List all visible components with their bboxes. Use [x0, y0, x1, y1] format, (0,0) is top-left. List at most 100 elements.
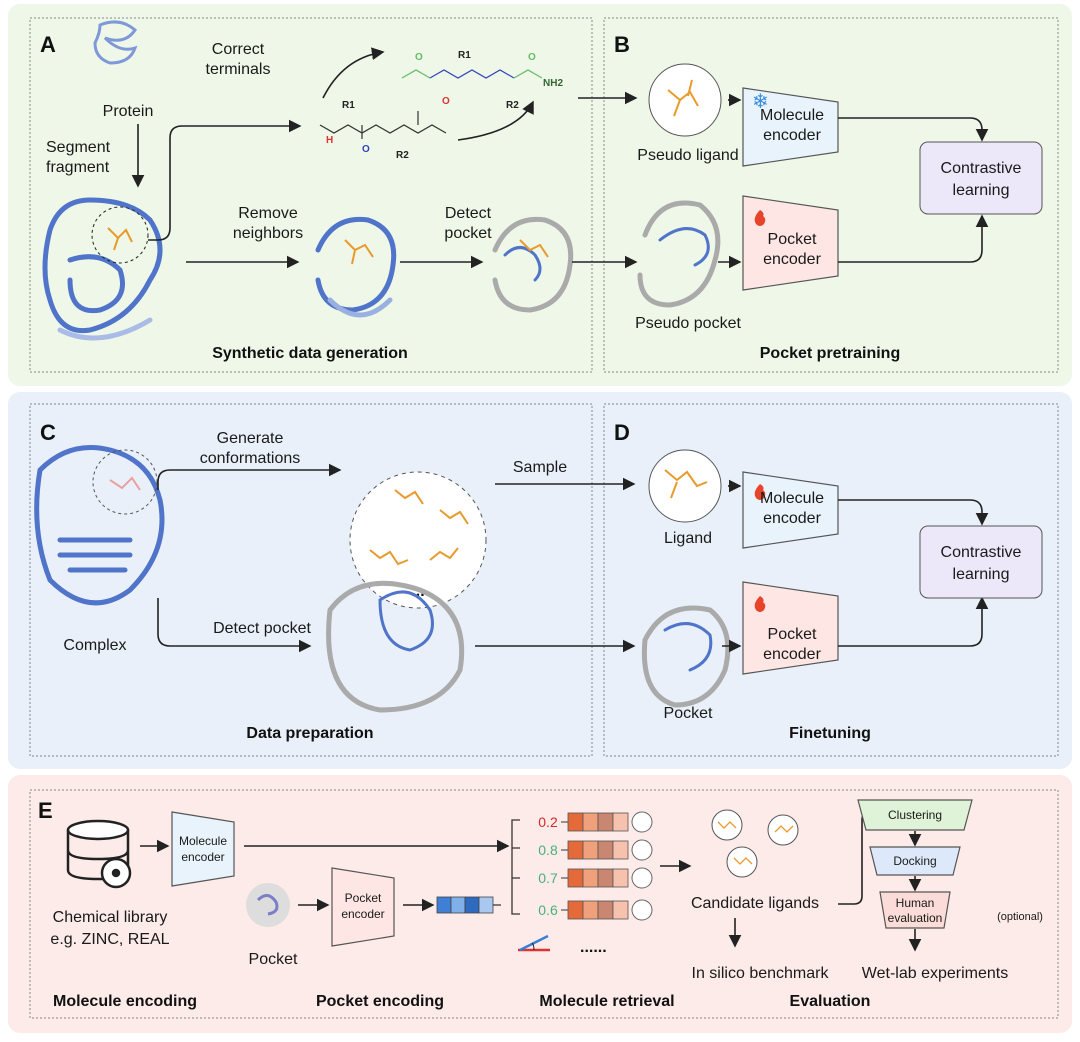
arrow	[838, 117, 989, 142]
svg-text:encoder: encoder	[763, 251, 821, 268]
correct-label-1: Correct	[212, 41, 265, 58]
panel-d-box	[603, 403, 1059, 757]
pseudo-ligand-image	[648, 63, 722, 137]
embedding-cell	[582, 812, 599, 832]
embedding-cell	[612, 840, 629, 860]
molecule-encoder-e: Molecule encoder	[171, 811, 235, 887]
in-silico-benchmark-label: In silico benchmark	[692, 965, 830, 982]
ligand-label: Ligand	[664, 530, 712, 547]
contrastive-learning-d: Contrastive learning	[919, 525, 1043, 599]
arrow	[838, 499, 989, 526]
svg-text:O: O	[528, 52, 536, 63]
candidate-ligands-label: Candidate ligands	[691, 895, 819, 912]
pocket-image-e	[246, 883, 290, 927]
svg-text:O: O	[442, 96, 450, 107]
arrow-to-terminals	[148, 119, 302, 241]
peptide-structure-original: R1 R2 H O O	[319, 96, 450, 161]
score-row: 0.8	[538, 839, 653, 861]
similarity-score: 0.8	[538, 842, 558, 858]
wet-lab-label: Wet-lab experiments	[862, 965, 1008, 982]
svg-text:encoder: encoder	[763, 127, 821, 144]
molecule-encoder-d: Molecule encoder	[742, 471, 839, 549]
molecule-thumbnail	[631, 867, 653, 889]
segment-label-2: fragment	[46, 159, 110, 176]
score-list: 0.2 0.8 0.7 0.6	[538, 811, 653, 921]
svg-text:NH2: NH2	[543, 78, 563, 89]
flame-icon	[754, 484, 766, 500]
svg-text:O: O	[415, 52, 423, 63]
score-row: 0.6	[538, 899, 653, 921]
panel-cd-bg	[8, 392, 1072, 769]
panel-b-title: Pocket pretraining	[760, 345, 900, 362]
score-row: 0.7	[538, 867, 653, 889]
panel-a-box	[29, 17, 593, 373]
docking-stage: Docking	[893, 854, 936, 868]
library-label-1: Chemical library	[53, 909, 168, 926]
detected-pocket-image	[326, 580, 465, 713]
protein-detected-pocket-image	[492, 216, 574, 313]
pocket-embedding-vector	[436, 896, 494, 914]
similarity-score: 0.7	[538, 870, 558, 886]
ligand-image	[648, 449, 722, 523]
generate-label-1: Generate	[217, 430, 284, 447]
detect-pocket-label: Detect pocket	[213, 620, 311, 637]
arrow	[838, 214, 989, 263]
svg-text:Molecule: Molecule	[179, 834, 227, 848]
peptide-structure-corrected: O R1 R2 O NH2	[401, 50, 563, 111]
embedding-cell	[582, 868, 599, 888]
protein-removed-neighbors-image	[315, 216, 397, 318]
flame-icon	[754, 210, 766, 226]
svg-text:Pocket: Pocket	[768, 231, 817, 248]
molecule-thumbnail	[631, 899, 653, 921]
embedding-cell	[582, 840, 599, 860]
evaluation-funnel: Clustering Docking Human evaluation (opt…	[857, 799, 1043, 952]
svg-text:R2: R2	[396, 150, 409, 161]
molecule-encoder-b: ❄ Molecule encoder	[742, 87, 839, 167]
detect-label-1: Detect	[445, 205, 492, 222]
segment-label-1: Segment	[46, 139, 111, 156]
embedding-cell	[567, 900, 584, 920]
panel-e-box	[29, 789, 1059, 1019]
svg-text:Pocket: Pocket	[345, 891, 382, 905]
pseudo-pocket-image	[637, 200, 721, 308]
arrow	[838, 596, 989, 647]
angle-similarity-icon	[518, 934, 550, 952]
arrow	[157, 463, 342, 490]
svg-text:Contrastive: Contrastive	[941, 160, 1022, 177]
panel-c-box	[29, 403, 593, 757]
panel-label-a: A	[40, 32, 56, 57]
embedding-cell	[597, 812, 614, 832]
score-row: 0.2	[538, 811, 653, 833]
protein-image	[93, 20, 138, 65]
svg-text:H: H	[326, 135, 333, 146]
panel-label-b: B	[614, 32, 630, 57]
embedding-cell	[597, 900, 614, 920]
molecule-thumbnail	[631, 839, 653, 861]
section-evaluation: Evaluation	[790, 993, 871, 1010]
retrieval-bracket	[493, 819, 520, 915]
section-pocket-encoding: Pocket encoding	[316, 993, 444, 1010]
generate-label-2: conformations	[200, 450, 301, 467]
svg-text:Contrastive: Contrastive	[941, 544, 1022, 561]
remove-label-2: neighbors	[233, 225, 303, 242]
sample-label: Sample	[513, 459, 567, 476]
panel-label-e: E	[38, 798, 53, 823]
svg-text:Molecule: Molecule	[760, 490, 824, 507]
snowflake-icon: ❄	[752, 91, 769, 113]
curved-arrow	[322, 47, 385, 99]
embedding-cell	[567, 868, 584, 888]
svg-text:evaluation: evaluation	[888, 911, 943, 925]
svg-text:encoder: encoder	[341, 907, 384, 921]
similarity-score: 0.6	[538, 902, 558, 918]
panel-label-d: D	[614, 420, 630, 445]
panel-a-title: Synthetic data generation	[212, 345, 408, 362]
library-label-2: e.g. ZINC, REAL	[50, 931, 169, 948]
svg-text:R2: R2	[506, 100, 519, 111]
optional-label: (optional)	[997, 911, 1043, 923]
embedding-cell	[612, 900, 629, 920]
svg-text:O: O	[362, 144, 370, 155]
correct-label-2: terminals	[206, 61, 271, 78]
database-icon	[66, 819, 132, 889]
section-molecule-retrieval: Molecule retrieval	[539, 993, 674, 1010]
